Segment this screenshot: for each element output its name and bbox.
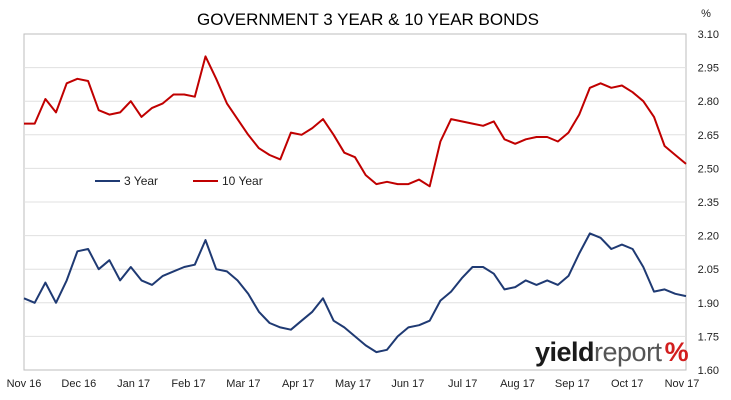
x-tick-label: Sep 17 [555,378,590,390]
chart-title: GOVERNMENT 3 YEAR & 10 YEAR BONDS [197,10,539,29]
logo-word-light: report [594,337,663,367]
y-tick-label: 2.65 [698,130,719,142]
y-axis-ticks: 3.10 2.95 2.80 2.65 2.50 2.35 2.20 2.05 1.90 1.75… [698,29,719,377]
logo-percent-symbol: % [665,337,689,367]
x-tick-label: Dec 16 [61,378,96,390]
y-tick-label: 2.20 [698,231,719,243]
series-line-10-year [24,55,687,188]
legend: 3 Year 10 Year [95,174,263,188]
x-tick-label: Nov 17 [665,378,700,390]
x-tick-label: Apr 17 [282,378,314,390]
x-tick-label: Oct 17 [611,378,643,390]
x-tick-label: May 17 [335,378,371,390]
x-tick-label: Jul 17 [448,378,477,390]
x-tick-label: Aug 17 [500,378,535,390]
y-tick-label: 1.90 [698,298,719,310]
y-tick-label: 2.80 [698,96,719,108]
x-tick-label: Jun 17 [391,378,424,390]
y-tick-label: 2.95 [698,63,719,75]
legend-label-10-year: 10 Year [222,174,263,188]
y-tick-label: 1.75 [698,331,719,343]
y-tick-label: 1.60 [698,365,719,377]
series-line-3-year [23,232,687,354]
x-tick-label: Nov 16 [7,378,42,390]
y-tick-label: 2.05 [698,264,719,276]
x-tick-label: Mar 17 [226,378,260,390]
logo-word-bold: yield [535,337,594,367]
y-tick-label: 2.50 [698,163,719,175]
yieldreport-logo: yieldreport% [535,337,689,367]
legend-label-3-year: 3 Year [124,174,158,188]
y-tick-label: 2.35 [698,197,719,209]
y-tick-label: 3.10 [698,29,719,41]
x-tick-label: Feb 17 [171,378,205,390]
x-axis-ticks: Nov 16 Dec 16 Jan 17 Feb 17 Mar 17 Apr 17 May … [7,378,700,390]
series-lines [23,55,687,354]
x-tick-label: Jan 17 [117,378,150,390]
logo-text: yieldreport% [535,337,689,367]
y-axis-unit-label: % [701,8,711,20]
